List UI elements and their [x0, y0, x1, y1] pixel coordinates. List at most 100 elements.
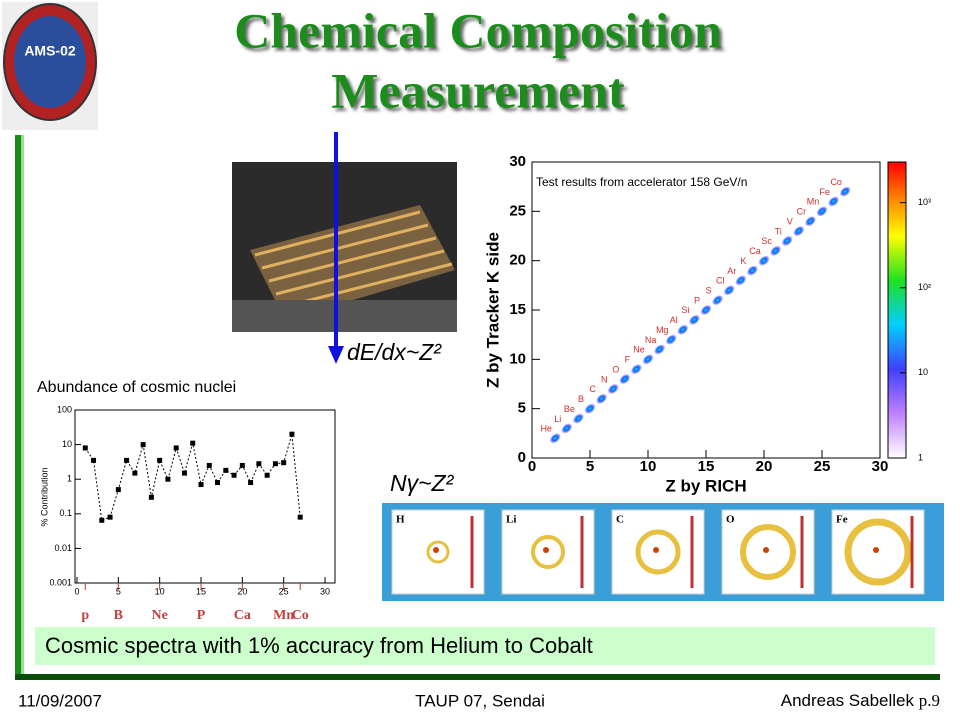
x-tick-label: 30	[872, 458, 889, 475]
x-tick-label: 0	[528, 458, 536, 475]
element-label: He	[540, 424, 552, 434]
data-blob	[596, 393, 607, 404]
title-line-1: Chemical Composition	[234, 2, 722, 58]
x-tick-label: 10	[155, 586, 165, 596]
data-blob	[816, 206, 828, 217]
data-point	[272, 461, 278, 467]
ring	[740, 524, 796, 580]
data-blob	[758, 255, 770, 266]
y-tick-label: 10	[62, 439, 72, 449]
data-point	[82, 445, 88, 451]
data-blob	[793, 226, 805, 236]
chart-title: Abundance of cosmic nuclei	[37, 379, 236, 396]
arrow-head	[328, 346, 344, 364]
data-blob	[712, 295, 723, 306]
data-point	[231, 472, 237, 478]
element-label: Ne	[633, 345, 645, 355]
y-axis-label: Z by Tracker K side	[483, 232, 502, 388]
data-point	[223, 467, 229, 473]
y-tick-label: 20	[509, 252, 526, 269]
data-point	[107, 514, 113, 520]
logo-text: AMS-02	[24, 43, 76, 59]
bottom-bar	[15, 674, 940, 680]
banner	[35, 627, 935, 665]
ring-hit	[433, 547, 439, 553]
data-point	[215, 480, 221, 486]
x-tick-label: 20	[237, 586, 247, 596]
y-tick-label: 30	[509, 153, 526, 170]
data-blob	[781, 236, 793, 246]
element-label: Cr	[797, 207, 807, 217]
element-label: Ca	[234, 608, 251, 623]
y-tick-label: 0.1	[59, 508, 72, 518]
y-tick-label: 15	[509, 301, 526, 318]
detector-photo	[232, 162, 457, 332]
ring-panel-label: C	[616, 514, 624, 526]
data-point	[165, 476, 171, 482]
x-tick-label: 10	[640, 458, 657, 475]
element-label: Mn	[273, 608, 294, 623]
data-point	[190, 440, 196, 446]
ring-panel	[611, 509, 705, 595]
data-blob	[735, 275, 747, 286]
arrow-label: dE/dx~Z²	[347, 339, 442, 365]
x-tick-label: 0	[74, 586, 79, 596]
data-blob	[700, 305, 712, 315]
element-label: Fe	[819, 187, 830, 197]
y-tick-label: 0.001	[49, 577, 72, 587]
element-label: V	[787, 216, 793, 226]
data-point	[181, 470, 187, 476]
element-label: Mn	[807, 197, 820, 207]
element-label: Sc	[761, 236, 772, 246]
y-tick-label: 10	[509, 350, 526, 367]
data-blob	[654, 344, 665, 355]
data-point	[297, 514, 303, 520]
data-point	[115, 487, 121, 493]
x-axis-label: Z by RICH	[665, 476, 746, 495]
element-label: Ca	[749, 246, 761, 256]
ring	[426, 540, 450, 564]
element-label: Na	[645, 335, 657, 345]
element-label: S	[706, 286, 712, 296]
data-blob	[619, 374, 631, 384]
banner-text: Cosmic spectra with 1% accuracy from Hel…	[45, 633, 593, 658]
data-point	[173, 445, 179, 451]
ring-panel-label: O	[726, 514, 735, 526]
footer-author: Andreas Sabellek p.9	[781, 691, 940, 711]
data-point	[91, 457, 97, 463]
x-tick-label: 25	[814, 458, 831, 475]
colorbar-tick-label: 10²	[918, 282, 931, 292]
data-blob	[642, 354, 654, 365]
element-label: B	[114, 608, 123, 623]
ring-panel-label: H	[396, 514, 405, 526]
chart-title: Test results from accelerator 158 GeV/n	[536, 175, 747, 189]
x-tick-label: 5	[586, 458, 594, 475]
y-tick-label: 5	[518, 400, 526, 417]
ring-hit	[653, 547, 659, 553]
ring-hit	[763, 547, 769, 553]
element-label: Co	[292, 608, 309, 623]
element-label: Be	[564, 404, 575, 414]
data-blob	[607, 384, 619, 394]
left-bar	[15, 135, 21, 680]
y-tick-label: 0.01	[54, 543, 72, 553]
element-label: Ti	[775, 226, 782, 236]
title-line-2: Measurement	[331, 62, 625, 118]
y-tick-label: 25	[509, 202, 526, 219]
element-label: C	[589, 384, 596, 394]
data-point	[289, 431, 295, 437]
footer-event: TAUP 07, Sendai	[415, 691, 545, 710]
ring-panel-label: Li	[506, 514, 516, 526]
x-tick-label: 25	[279, 586, 289, 596]
ring	[635, 529, 681, 575]
x-tick-label: 5	[116, 586, 121, 596]
data-point	[132, 470, 138, 476]
element-label: O	[612, 364, 619, 374]
abundance-frame	[74, 409, 336, 584]
colorbar	[887, 161, 907, 459]
x-tick-label: 30	[320, 586, 330, 596]
data-blob	[839, 186, 851, 197]
data-point	[140, 442, 146, 448]
data-blob	[805, 216, 816, 227]
element-label: P	[694, 295, 700, 305]
